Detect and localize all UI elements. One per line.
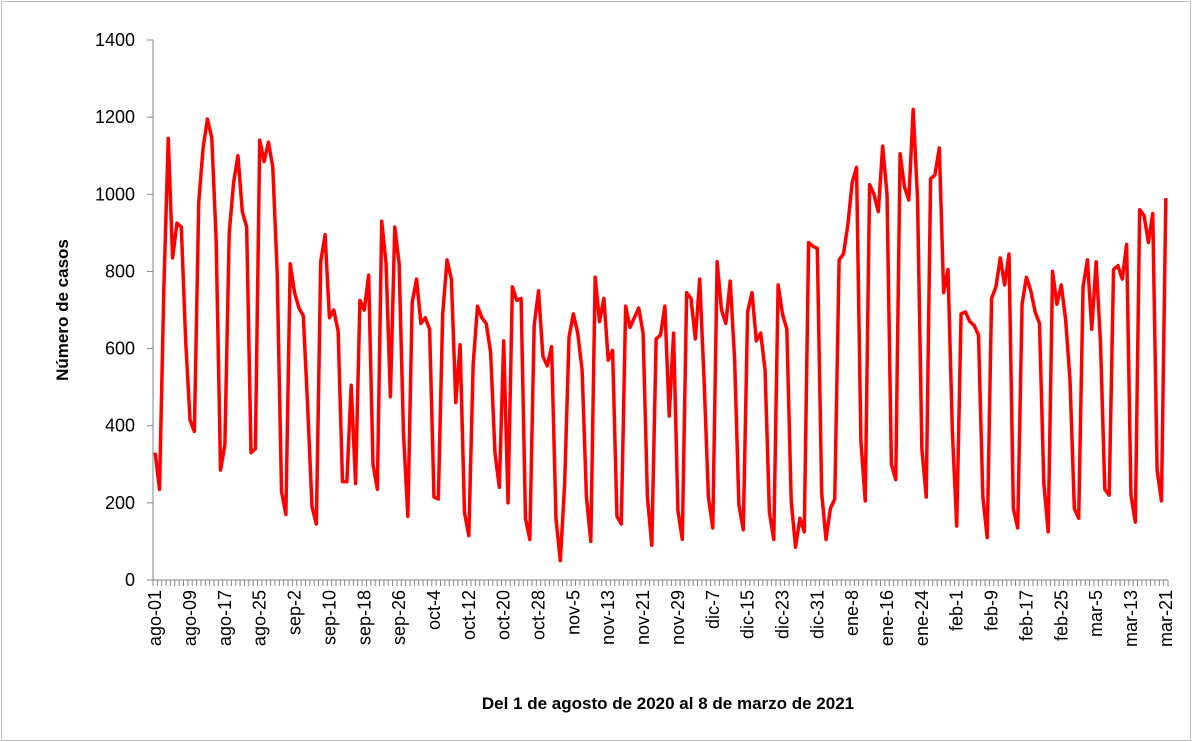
x-tick-label: feb-1 — [947, 590, 967, 631]
x-tick-label: ene-16 — [877, 590, 897, 646]
x-tick-label: feb-9 — [982, 590, 1002, 631]
x-tick-label: sep-18 — [354, 590, 374, 645]
x-tick-label: sep-2 — [285, 590, 305, 635]
x-tick-label: oct-20 — [494, 590, 514, 640]
x-tick-label: nov-21 — [633, 590, 653, 645]
x-tick-label: nov-13 — [598, 590, 618, 645]
x-tick-label: mar-13 — [1121, 590, 1141, 647]
x-tick-label: sep-10 — [319, 590, 339, 645]
x-tick-label: ago-17 — [215, 590, 235, 646]
y-tick-label: 400 — [105, 416, 135, 436]
x-tick-label: ene-8 — [842, 590, 862, 636]
y-tick-label: 1400 — [95, 30, 135, 50]
x-tick-label: feb-25 — [1051, 590, 1071, 641]
x-tick-label: ago-09 — [180, 590, 200, 646]
y-tick-label: 1000 — [95, 184, 135, 204]
x-tick-label: ago-25 — [250, 590, 270, 646]
y-axis-title: Número de casos — [53, 239, 72, 381]
y-tick-label: 600 — [105, 339, 135, 359]
x-tick-label: feb-17 — [1016, 590, 1036, 641]
x-tick-label: sep-26 — [389, 590, 409, 645]
x-tick-label: ene-24 — [912, 590, 932, 646]
x-axis-title: Del 1 de agosto de 2020 al 8 de marzo de… — [482, 694, 854, 713]
y-tick-label: 200 — [105, 493, 135, 513]
x-tick-label: mar-5 — [1086, 590, 1106, 637]
y-tick-label: 1200 — [95, 107, 135, 127]
data-line — [153, 107, 1168, 563]
x-tick-label: nov-5 — [563, 590, 583, 635]
x-tick-label: oct-4 — [424, 590, 444, 630]
x-tick-label: oct-12 — [459, 590, 479, 640]
x-tick-label: dic-31 — [807, 590, 827, 639]
x-tick-label: oct-28 — [529, 590, 549, 640]
y-tick-label: 0 — [125, 570, 135, 590]
x-tick-label: dic-15 — [738, 590, 758, 639]
x-tick-label: dic-7 — [703, 590, 723, 629]
y-tick-label: 800 — [105, 261, 135, 281]
x-tick-label: dic-23 — [772, 590, 792, 639]
x-tick-label: mar-21 — [1156, 590, 1176, 647]
x-tick-label: nov-29 — [668, 590, 688, 645]
x-tick-label: ago-01 — [145, 590, 165, 646]
